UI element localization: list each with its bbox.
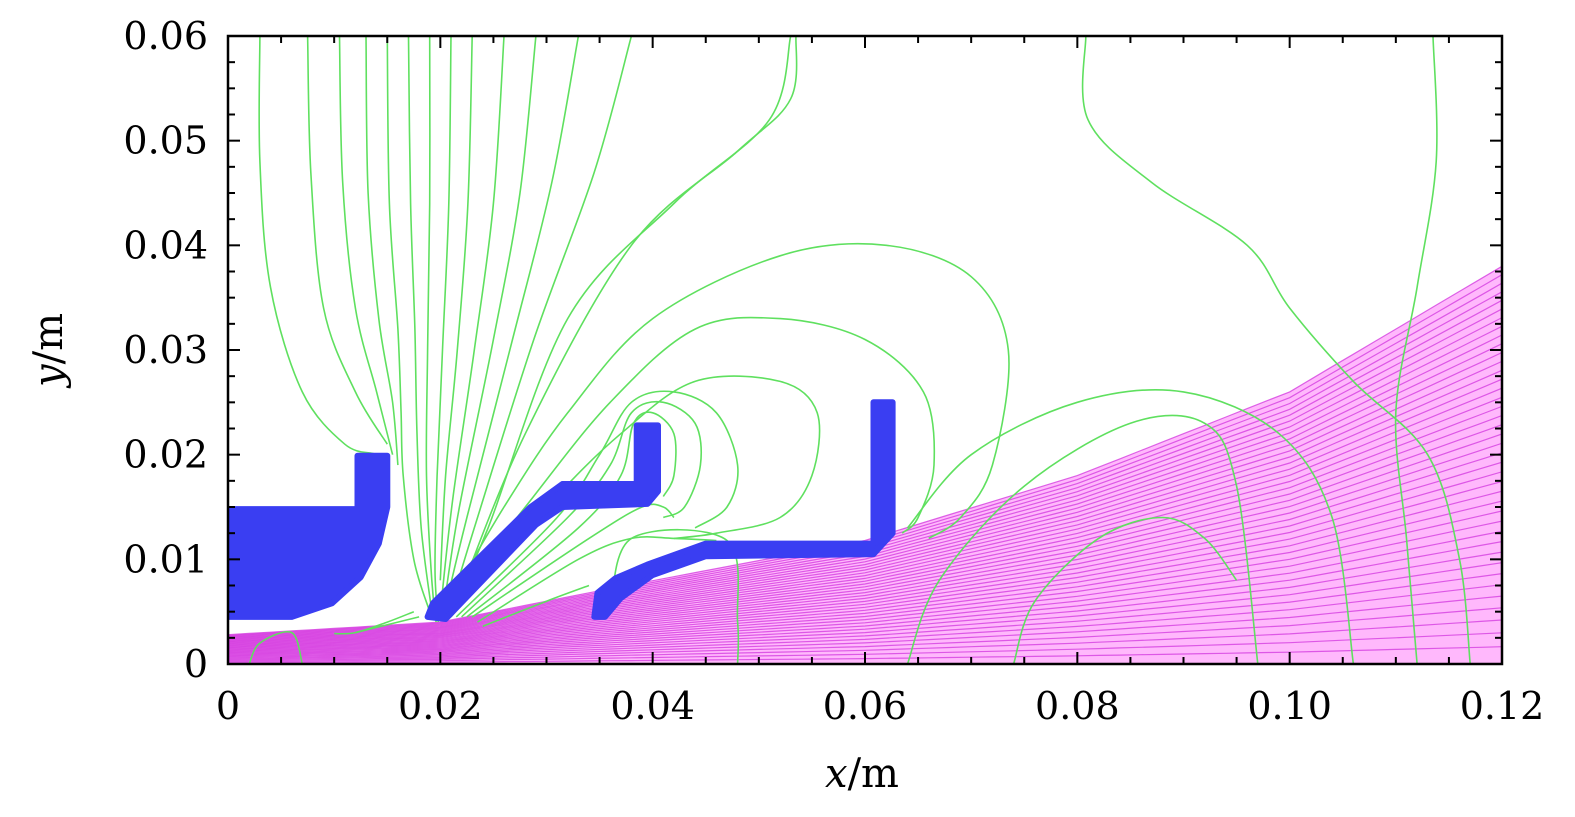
equipotential-line (455, 390, 739, 618)
electrode (228, 452, 391, 620)
equipotential-line (338, 36, 394, 455)
equipotential-line (448, 36, 633, 612)
beam-ray (228, 461, 1502, 650)
beam-ray (228, 510, 1502, 654)
electrodes (228, 399, 896, 622)
equipotential-line (906, 389, 1355, 664)
equipotential-line (906, 414, 1259, 664)
beam-ray (228, 520, 1502, 655)
equipotential-line (1394, 36, 1438, 664)
y-axis-variable: y (26, 363, 72, 389)
equipotential-line (407, 36, 433, 612)
beam-ray (228, 433, 1502, 648)
y-tick-label: 0.02 (123, 433, 208, 477)
x-tick-label: 0 (216, 684, 240, 728)
equipotential-line (439, 242, 1010, 618)
y-tick-label: 0.05 (123, 119, 208, 163)
equipotential-line (334, 610, 415, 635)
equipotential-line (445, 36, 580, 602)
beam-ray (228, 471, 1502, 651)
x-axis-variable: x (825, 751, 848, 797)
equipotential-line (482, 584, 590, 628)
beam-ray (228, 325, 1502, 640)
x-tick-label: 0.02 (398, 684, 483, 728)
beam-ray (228, 265, 1502, 636)
x-tick-label: 0.08 (1035, 684, 1120, 728)
y-tick-label: 0.01 (123, 537, 208, 581)
beam-envelope (228, 265, 1502, 664)
y-tick-label: 0 (184, 642, 208, 686)
beam-ray (228, 378, 1502, 644)
equipotential-line (425, 36, 437, 623)
axis-ticks (227, 35, 1503, 665)
equipotential-line (386, 36, 431, 612)
beam-ray (228, 369, 1502, 643)
beam-ray (228, 452, 1502, 649)
equipotential-line (477, 535, 717, 623)
equipotential-line (452, 36, 798, 612)
y-tick-label: 0.04 (123, 223, 208, 267)
electrode (424, 422, 661, 622)
x-axis-unit: /m (848, 751, 899, 797)
beam-ray (228, 405, 1502, 646)
x-tick-label: 0.06 (823, 684, 908, 728)
electrode (591, 399, 896, 620)
beam-ray (228, 490, 1502, 652)
beam-ray (228, 442, 1502, 649)
equipotential-line (441, 36, 505, 591)
equipotential-line (365, 36, 399, 466)
equipotential-line (306, 36, 388, 445)
beam-ray (228, 360, 1502, 643)
beam-ray (228, 541, 1502, 656)
equipotential-line (248, 631, 304, 664)
beam-ray (228, 351, 1502, 642)
equipotential-line (450, 36, 792, 613)
beam-ray (228, 396, 1502, 645)
y-tick-label: 0.03 (123, 328, 208, 372)
beam-ray (228, 387, 1502, 645)
equipotential-line (1081, 36, 1471, 664)
x-tick-label: 0.12 (1460, 684, 1545, 728)
equipotential-line (461, 400, 703, 618)
tick-labels: 0 0.02 0.04 0.06 0.08 0.10 0.12 0 0.01 0.02 0.03 0.… (123, 14, 1544, 728)
beam-ray (228, 424, 1502, 647)
beam-ray (228, 343, 1502, 641)
y-tick-label: 0.06 (123, 14, 208, 58)
beam-ray (228, 480, 1502, 652)
x-axis-label: x/m (825, 751, 899, 797)
equipotential-lines (248, 36, 1471, 664)
x-tick-label: 0.10 (1247, 684, 1332, 728)
equipotential-line (439, 316, 936, 618)
y-axis-unit: /m (26, 313, 72, 364)
equipotential-line (466, 411, 677, 618)
equipotential-line (439, 36, 473, 581)
equipotential-line (443, 36, 537, 602)
equipotential-line (258, 36, 390, 466)
y-axis-label: y/m (26, 313, 72, 389)
beam-ray (228, 414, 1502, 647)
equipotential-line (1012, 516, 1238, 664)
equipotential-line (609, 528, 740, 664)
beam-ray (228, 530, 1502, 655)
equipotential-line (434, 36, 452, 623)
x-tick-label: 0.04 (610, 684, 695, 728)
beam-ray (228, 334, 1502, 641)
equipotential-line (471, 503, 675, 618)
beam-ray (228, 500, 1502, 653)
